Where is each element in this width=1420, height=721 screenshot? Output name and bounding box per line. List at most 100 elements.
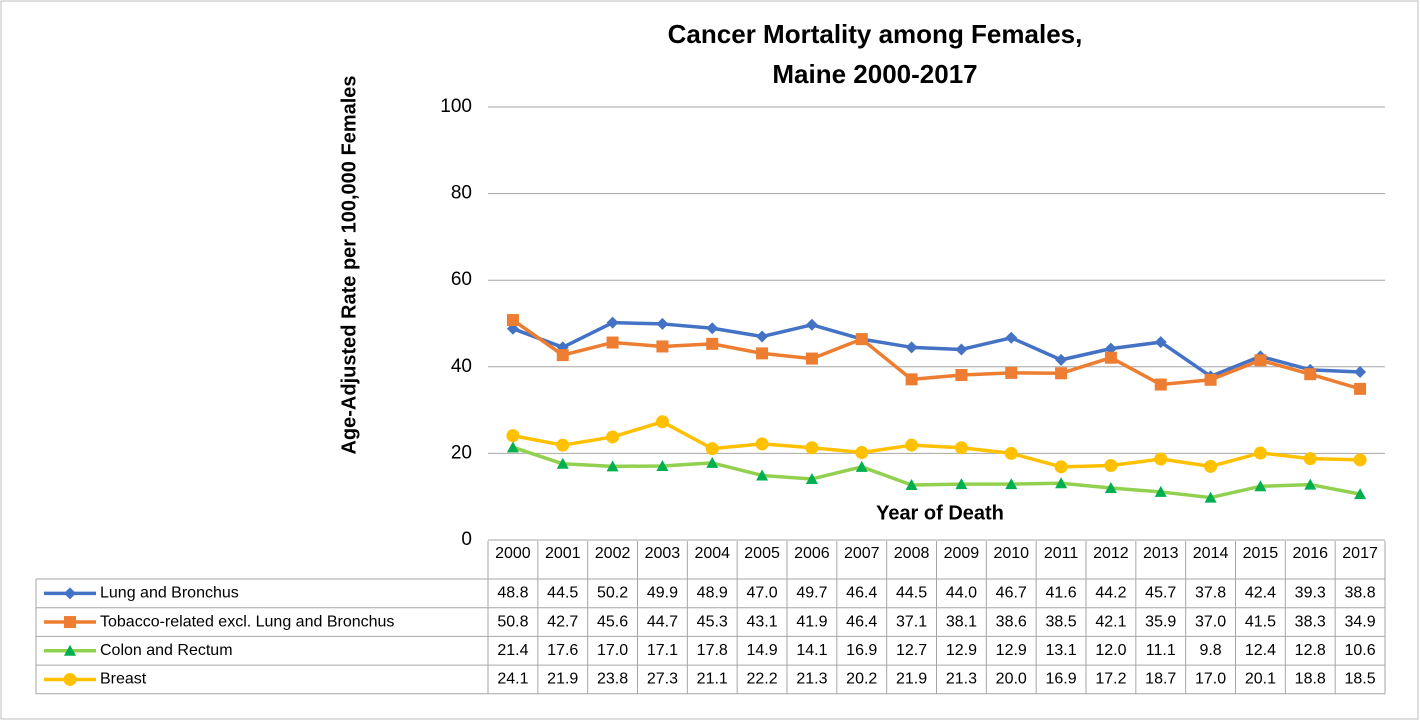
marker (1154, 452, 1168, 466)
legend-label: Breast (100, 671, 147, 688)
x-tick-label: 2006 (794, 545, 830, 562)
legend-label: Tobacco-related excl. Lung and Bronchus (100, 613, 394, 630)
y-tick-label: 40 (451, 356, 472, 377)
marker (1004, 446, 1018, 460)
marker (656, 317, 669, 330)
marker (805, 318, 818, 331)
table-value: 44.5 (896, 585, 927, 602)
table-value: 38.1 (946, 613, 977, 630)
marker (855, 460, 868, 472)
table-value: 21.1 (697, 671, 728, 688)
y-tick-label: 100 (440, 96, 472, 117)
x-tick-label: 2010 (993, 545, 1029, 562)
marker (755, 437, 769, 451)
marker (855, 333, 868, 346)
x-tick-label: 2014 (1193, 545, 1229, 562)
marker (705, 442, 719, 456)
table-value: 27.3 (647, 671, 678, 688)
table-value: 12.7 (896, 642, 927, 659)
table-value: 38.8 (1345, 585, 1376, 602)
table-value: 11.1 (1146, 642, 1176, 659)
table-value: 46.7 (996, 585, 1027, 602)
marker (1204, 373, 1217, 386)
table-value: 45.6 (597, 613, 628, 630)
table-value: 10.6 (1345, 642, 1376, 659)
marker (905, 341, 918, 354)
x-tick-label: 2000 (495, 545, 531, 562)
table-value: 35.9 (1145, 613, 1176, 630)
x-tick-label: 2016 (1292, 545, 1328, 562)
table-value: 42.7 (547, 613, 578, 630)
table-value: 37.1 (896, 613, 927, 630)
x-tick-label: 2008 (894, 545, 930, 562)
series-line (511, 318, 1361, 391)
x-tick-label: 2003 (645, 545, 681, 562)
marker (506, 314, 519, 327)
table-value: 44.0 (946, 585, 977, 602)
x-tick-label: 2013 (1143, 545, 1179, 562)
marker (706, 337, 719, 350)
marker (905, 438, 919, 452)
table-value: 21.3 (796, 671, 827, 688)
table-value: 47.0 (747, 585, 778, 602)
table-value: 37.8 (1195, 585, 1226, 602)
table-value: 17.0 (1195, 671, 1226, 688)
marker (1353, 453, 1367, 467)
table-value: 12.9 (946, 642, 977, 659)
table-value: 41.5 (1245, 613, 1276, 630)
marker (955, 343, 968, 356)
marker (1154, 485, 1167, 497)
x-tick-label: 2007 (844, 545, 880, 562)
table-value: 18.8 (1295, 671, 1326, 688)
table-value: 21.3 (946, 671, 977, 688)
x-tick-label: 2017 (1342, 545, 1378, 562)
table-value: 12.0 (1095, 642, 1126, 659)
table-value: 9.8 (1199, 642, 1221, 659)
marker (706, 322, 719, 335)
marker (556, 349, 569, 362)
marker (805, 441, 819, 455)
table-value: 14.9 (747, 642, 778, 659)
table-value: 24.1 (497, 671, 528, 688)
marker (63, 672, 77, 686)
chart-title: Maine 2000-2017 (772, 59, 977, 89)
marker (1354, 488, 1367, 500)
marker (1055, 367, 1068, 380)
x-tick-label: 2005 (744, 545, 780, 562)
x-tick-label: 2015 (1243, 545, 1279, 562)
marker (606, 336, 619, 349)
marker (1055, 477, 1068, 489)
table-value: 38.5 (1046, 613, 1077, 630)
table-value: 46.4 (846, 613, 877, 630)
marker (756, 330, 769, 343)
table-value: 12.8 (1295, 642, 1326, 659)
marker (556, 438, 570, 452)
table-value: 21.9 (547, 671, 578, 688)
marker (656, 459, 669, 471)
marker (655, 415, 669, 429)
table-value: 18.7 (1145, 671, 1176, 688)
marker (1204, 459, 1218, 473)
y-tick-label: 80 (451, 183, 472, 204)
marker (1104, 459, 1118, 473)
chart-title: Cancer Mortality among Females, (668, 19, 1083, 49)
marker (556, 457, 569, 469)
table-value: 16.9 (846, 642, 877, 659)
table-value: 22.2 (747, 671, 778, 688)
table-value: 49.7 (796, 585, 827, 602)
marker (1055, 353, 1068, 366)
marker (64, 644, 76, 656)
marker (756, 347, 769, 360)
table-value: 48.9 (697, 585, 728, 602)
marker (64, 616, 76, 629)
table-value: 20.0 (996, 671, 1027, 688)
marker (1104, 342, 1117, 355)
table-value: 44.7 (647, 613, 678, 630)
marker (1054, 460, 1068, 474)
y-tick-label: 0 (461, 529, 472, 550)
table-value: 42.1 (1095, 613, 1126, 630)
table-value: 12.4 (1245, 642, 1276, 659)
marker (905, 373, 918, 386)
marker (606, 316, 619, 329)
x-axis-label: Year of Death (876, 502, 1004, 524)
